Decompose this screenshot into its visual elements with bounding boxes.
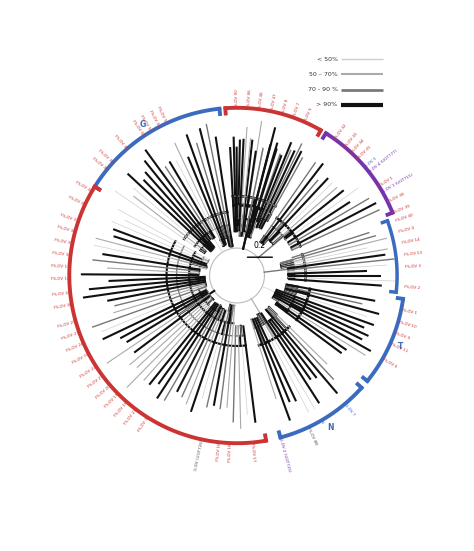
Text: FS-DV 57: FS-DV 57 bbox=[148, 110, 160, 128]
Text: FS-DV 17: FS-DV 17 bbox=[250, 442, 255, 461]
Text: FS-DV 53: FS-DV 53 bbox=[156, 106, 168, 125]
Text: 0.2: 0.2 bbox=[254, 241, 266, 250]
Text: FS-DV 40: FS-DV 40 bbox=[395, 213, 414, 223]
Text: FS-DV 41: FS-DV 41 bbox=[356, 145, 373, 160]
Text: FS-DV 16: FS-DV 16 bbox=[216, 442, 221, 461]
Text: FS-DV 51: FS-DV 51 bbox=[139, 115, 152, 133]
Text: FS-DV 27: FS-DV 27 bbox=[61, 331, 80, 341]
Text: G: G bbox=[139, 120, 146, 129]
Text: FS-DV 6: FS-DV 6 bbox=[381, 358, 397, 369]
Text: FS-DV 19: FS-DV 19 bbox=[104, 393, 120, 409]
Text: G-DV 1 (UGT715): G-DV 1 (UGT715) bbox=[381, 172, 414, 193]
Text: > 90%: > 90% bbox=[317, 102, 337, 107]
Text: 50 – 70%: 50 – 70% bbox=[309, 72, 337, 77]
Text: G-DV 2 (UGT725): G-DV 2 (UGT725) bbox=[278, 437, 292, 472]
Text: FS-DV 35: FS-DV 35 bbox=[54, 238, 73, 245]
Text: G: G bbox=[133, 138, 137, 143]
Text: FS-DV 42: FS-DV 42 bbox=[334, 123, 348, 141]
Text: FS-DV 23: FS-DV 23 bbox=[123, 408, 137, 425]
Text: FS-DV 49: FS-DV 49 bbox=[91, 156, 108, 171]
Text: FS-DV 10: FS-DV 10 bbox=[398, 320, 417, 329]
Text: FS-DV 38: FS-DV 38 bbox=[387, 192, 405, 204]
Text: FS-DV 13: FS-DV 13 bbox=[403, 251, 422, 257]
Text: FS-DV 11: FS-DV 11 bbox=[51, 264, 70, 269]
Text: FS-DV 24: FS-DV 24 bbox=[66, 342, 85, 353]
Text: FS-DV 4: FS-DV 4 bbox=[399, 226, 415, 234]
Text: FS-DV 38: FS-DV 38 bbox=[56, 225, 75, 234]
Text: FS-DV 20: FS-DV 20 bbox=[95, 384, 112, 399]
Text: FS-DV 43: FS-DV 43 bbox=[343, 132, 358, 148]
Text: FS-DV 3: FS-DV 3 bbox=[404, 264, 421, 269]
Text: FS-DV 1: FS-DV 1 bbox=[401, 309, 417, 316]
Text: FS-DV 34: FS-DV 34 bbox=[52, 251, 71, 257]
Text: < 50%: < 50% bbox=[317, 57, 337, 62]
Text: FS-DV 44: FS-DV 44 bbox=[350, 138, 365, 154]
Text: FS-DV 90: FS-DV 90 bbox=[235, 89, 239, 108]
Text: FS-DV 37: FS-DV 37 bbox=[60, 213, 79, 223]
Text: FS-DV 44: FS-DV 44 bbox=[75, 181, 93, 193]
Text: N: N bbox=[319, 420, 324, 424]
Text: FS-DV 31: FS-DV 31 bbox=[52, 291, 71, 297]
Text: G-DV (UGT726): G-DV (UGT726) bbox=[193, 439, 204, 471]
Text: FS-DV 18: FS-DV 18 bbox=[228, 443, 233, 462]
Text: FS-DV 2: FS-DV 2 bbox=[404, 285, 420, 290]
Text: N: N bbox=[327, 423, 333, 432]
Text: FS-DV 39: FS-DV 39 bbox=[392, 204, 410, 214]
Text: FS-DV 86: FS-DV 86 bbox=[246, 89, 252, 109]
Text: FS-DV 15: FS-DV 15 bbox=[113, 401, 128, 418]
Text: FS-DV 1: FS-DV 1 bbox=[378, 176, 394, 188]
Text: FS-DV 12: FS-DV 12 bbox=[51, 277, 69, 281]
Text: FS-DV 50: FS-DV 50 bbox=[131, 120, 145, 138]
Text: FS-DV 9: FS-DV 9 bbox=[394, 331, 410, 341]
Text: FS-DV 30: FS-DV 30 bbox=[53, 302, 72, 310]
Text: 70 - 90 %: 70 - 90 % bbox=[308, 87, 337, 92]
Text: FS-DV 47: FS-DV 47 bbox=[270, 93, 278, 112]
Text: FS-DV 5: FS-DV 5 bbox=[303, 107, 314, 123]
Text: FS-DV 22: FS-DV 22 bbox=[80, 365, 98, 379]
Text: G-DV 7: G-DV 7 bbox=[343, 403, 356, 417]
Text: FS-DV 7: FS-DV 7 bbox=[292, 102, 302, 118]
Text: FS-DV 14: FS-DV 14 bbox=[401, 238, 420, 245]
Text: FS-DV 48: FS-DV 48 bbox=[113, 133, 128, 150]
Text: FS-DV 74: FS-DV 74 bbox=[72, 353, 90, 365]
Text: FS-DV 21: FS-DV 21 bbox=[87, 375, 104, 389]
Text: FS-DV 8: FS-DV 8 bbox=[281, 98, 290, 115]
Text: FS-DV 29: FS-DV 29 bbox=[57, 320, 76, 329]
Text: T: T bbox=[398, 342, 403, 351]
Text: FS-DV 46: FS-DV 46 bbox=[258, 91, 265, 110]
Text: G-DV 4 (UGT777): G-DV 4 (UGT777) bbox=[368, 149, 398, 174]
Text: FS-DV 36: FS-DV 36 bbox=[97, 149, 114, 165]
Text: FS-DV 11: FS-DV 11 bbox=[389, 342, 408, 353]
Text: FS-DV 45: FS-DV 45 bbox=[67, 195, 86, 207]
Text: FS-DV 3: FS-DV 3 bbox=[138, 417, 150, 433]
Text: FS-DV 8B: FS-DV 8B bbox=[306, 426, 318, 446]
Text: G-DV 5: G-DV 5 bbox=[364, 157, 378, 169]
